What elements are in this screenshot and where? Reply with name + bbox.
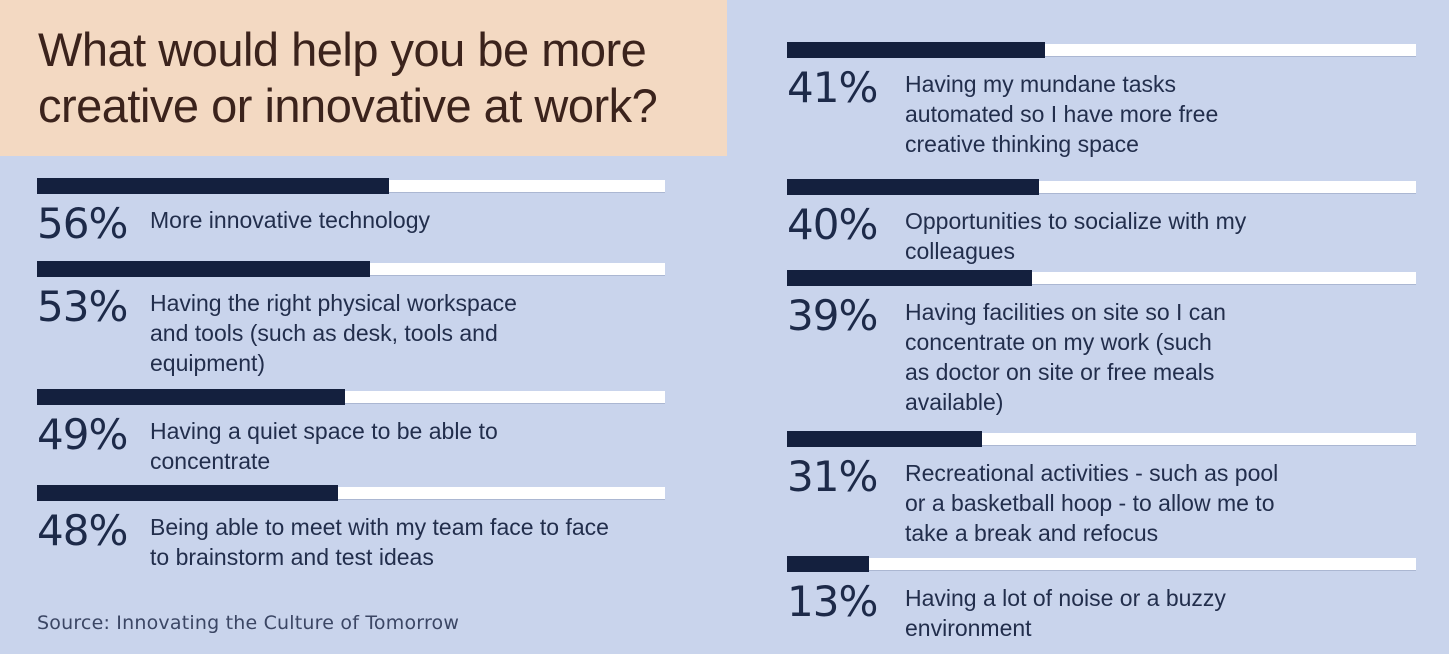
bar-track bbox=[37, 389, 665, 405]
bar-track bbox=[787, 556, 1416, 572]
stat-description: Opportunities to socialize with my colle… bbox=[905, 208, 1247, 264]
bar-track bbox=[787, 179, 1416, 195]
stat-description: Having my mundane tasks automated so I h… bbox=[905, 71, 1219, 157]
stat-description: Having facilities on site so I can conce… bbox=[905, 299, 1226, 415]
stat-row-right-5: 13% Having a lot of noise or a buzzy env… bbox=[787, 556, 1416, 643]
stat-row-body: 31% Recreational activities - such as po… bbox=[787, 454, 1416, 548]
bar-fill bbox=[787, 556, 869, 572]
title-block: What would help you be more creative or … bbox=[0, 0, 727, 156]
bar-fill bbox=[37, 261, 370, 277]
percent-label: 31% bbox=[787, 452, 878, 501]
bar-fill bbox=[37, 178, 389, 194]
stat-row-body: 40% Opportunities to socialize with my c… bbox=[787, 202, 1416, 266]
stat-row-body: 56% More innovative technology bbox=[37, 201, 665, 247]
bar-track bbox=[787, 431, 1416, 447]
percent-label: 13% bbox=[787, 577, 878, 626]
percent-label: 56% bbox=[37, 199, 128, 248]
stat-row-right-4: 31% Recreational activities - such as po… bbox=[787, 431, 1416, 548]
bar-track bbox=[37, 178, 665, 194]
bar-track bbox=[37, 485, 665, 501]
stat-description: More innovative technology bbox=[150, 207, 430, 233]
percent-label: 48% bbox=[37, 506, 128, 555]
percent-label: 41% bbox=[787, 63, 878, 112]
bar-fill bbox=[787, 431, 982, 447]
stat-row-left-4: 48% Being able to meet with my team face… bbox=[37, 485, 665, 572]
stat-row-body: 39% Having facilities on site so I can c… bbox=[787, 293, 1416, 417]
stat-row-right-3: 39% Having facilities on site so I can c… bbox=[787, 270, 1416, 417]
stat-row-left-1: 56% More innovative technology bbox=[37, 178, 665, 247]
bar-track bbox=[787, 42, 1416, 58]
stat-description: Having a quiet space to be able to conce… bbox=[150, 418, 498, 474]
bar-fill bbox=[787, 270, 1033, 286]
stat-row-body: 41% Having my mundane tasks automated so… bbox=[787, 65, 1416, 159]
stat-description: Having a lot of noise or a buzzy environ… bbox=[905, 585, 1226, 641]
page-title: What would help you be more creative or … bbox=[38, 23, 658, 132]
stat-description: Being able to meet with my team face to … bbox=[150, 514, 609, 570]
stat-row-left-3: 49% Having a quiet space to be able to c… bbox=[37, 389, 665, 476]
stat-description: Recreational activities - such as pool o… bbox=[905, 460, 1279, 546]
percent-label: 40% bbox=[787, 200, 878, 249]
percent-label: 53% bbox=[37, 282, 128, 331]
bar-track bbox=[787, 270, 1416, 286]
stat-row-body: 13% Having a lot of noise or a buzzy env… bbox=[787, 579, 1416, 643]
bar-fill bbox=[37, 485, 339, 501]
bar-fill bbox=[37, 389, 345, 405]
stat-description: Having the right physical workspace and … bbox=[150, 290, 517, 376]
stat-row-body: 53% Having the right physical workspace … bbox=[37, 284, 665, 378]
bar-track bbox=[37, 261, 665, 277]
percent-label: 49% bbox=[37, 410, 128, 459]
stat-row-body: 49% Having a quiet space to be able to c… bbox=[37, 412, 665, 476]
percent-label: 39% bbox=[787, 291, 878, 340]
bar-fill bbox=[787, 42, 1045, 58]
stat-row-right-1: 41% Having my mundane tasks automated so… bbox=[787, 42, 1416, 159]
bar-fill bbox=[787, 179, 1039, 195]
source-note: Source: Innovating the Culture of Tomorr… bbox=[37, 612, 460, 634]
stat-row-left-2: 53% Having the right physical workspace … bbox=[37, 261, 665, 378]
stat-row-body: 48% Being able to meet with my team face… bbox=[37, 508, 665, 572]
stat-row-right-2: 40% Opportunities to socialize with my c… bbox=[787, 179, 1416, 266]
